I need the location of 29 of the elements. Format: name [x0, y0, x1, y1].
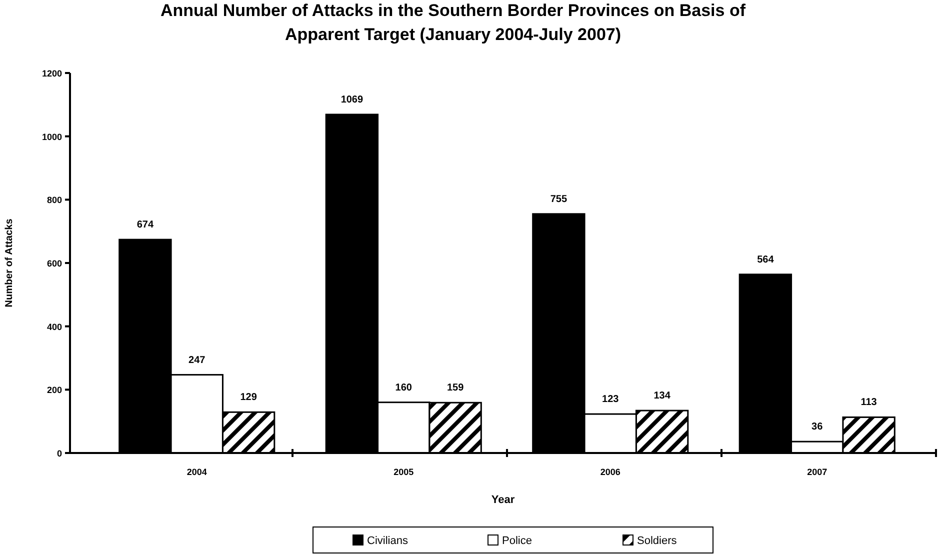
data-label: 113	[860, 397, 878, 408]
x-axis-title: Year	[491, 494, 516, 506]
y-tick-label: 600	[46, 258, 62, 268]
data-label: 1069	[340, 94, 364, 106]
x-tick-label: 2005	[394, 467, 414, 477]
legend-label: Police	[502, 535, 532, 547]
y-tick-label: 400	[46, 322, 62, 332]
data-label: 129	[240, 392, 258, 404]
data-label: 134	[654, 390, 671, 402]
legend-label: Soldiers	[637, 535, 678, 547]
legend-label: Civilians	[367, 535, 408, 547]
data-label: 564	[757, 254, 774, 266]
data-label: 159	[446, 382, 464, 394]
y-axis-title: Number of Attacks	[4, 218, 15, 308]
x-tick-label: 2006	[600, 467, 620, 477]
data-label: 160	[395, 382, 412, 394]
data-label: 247	[188, 354, 206, 366]
y-tick-label: 0	[56, 448, 62, 458]
y-tick-label: 1000	[42, 132, 62, 142]
data-label: 755	[550, 194, 568, 205]
data-label: 36	[812, 422, 824, 433]
y-tick-label: 800	[46, 195, 62, 206]
data-label: 123	[602, 394, 620, 406]
x-tick-label: 2007	[807, 467, 828, 477]
y-tick-label: 1200	[42, 68, 62, 78]
chart-title: Annual Number of Attacks in the Southern Border Provinces on Basis of Apparent Target (January 2004-July 2007)	[160, 1, 746, 44]
x-tick-label: 2004	[186, 467, 207, 477]
y-tick-label: 200	[46, 385, 62, 396]
data-label: 674	[136, 220, 154, 231]
